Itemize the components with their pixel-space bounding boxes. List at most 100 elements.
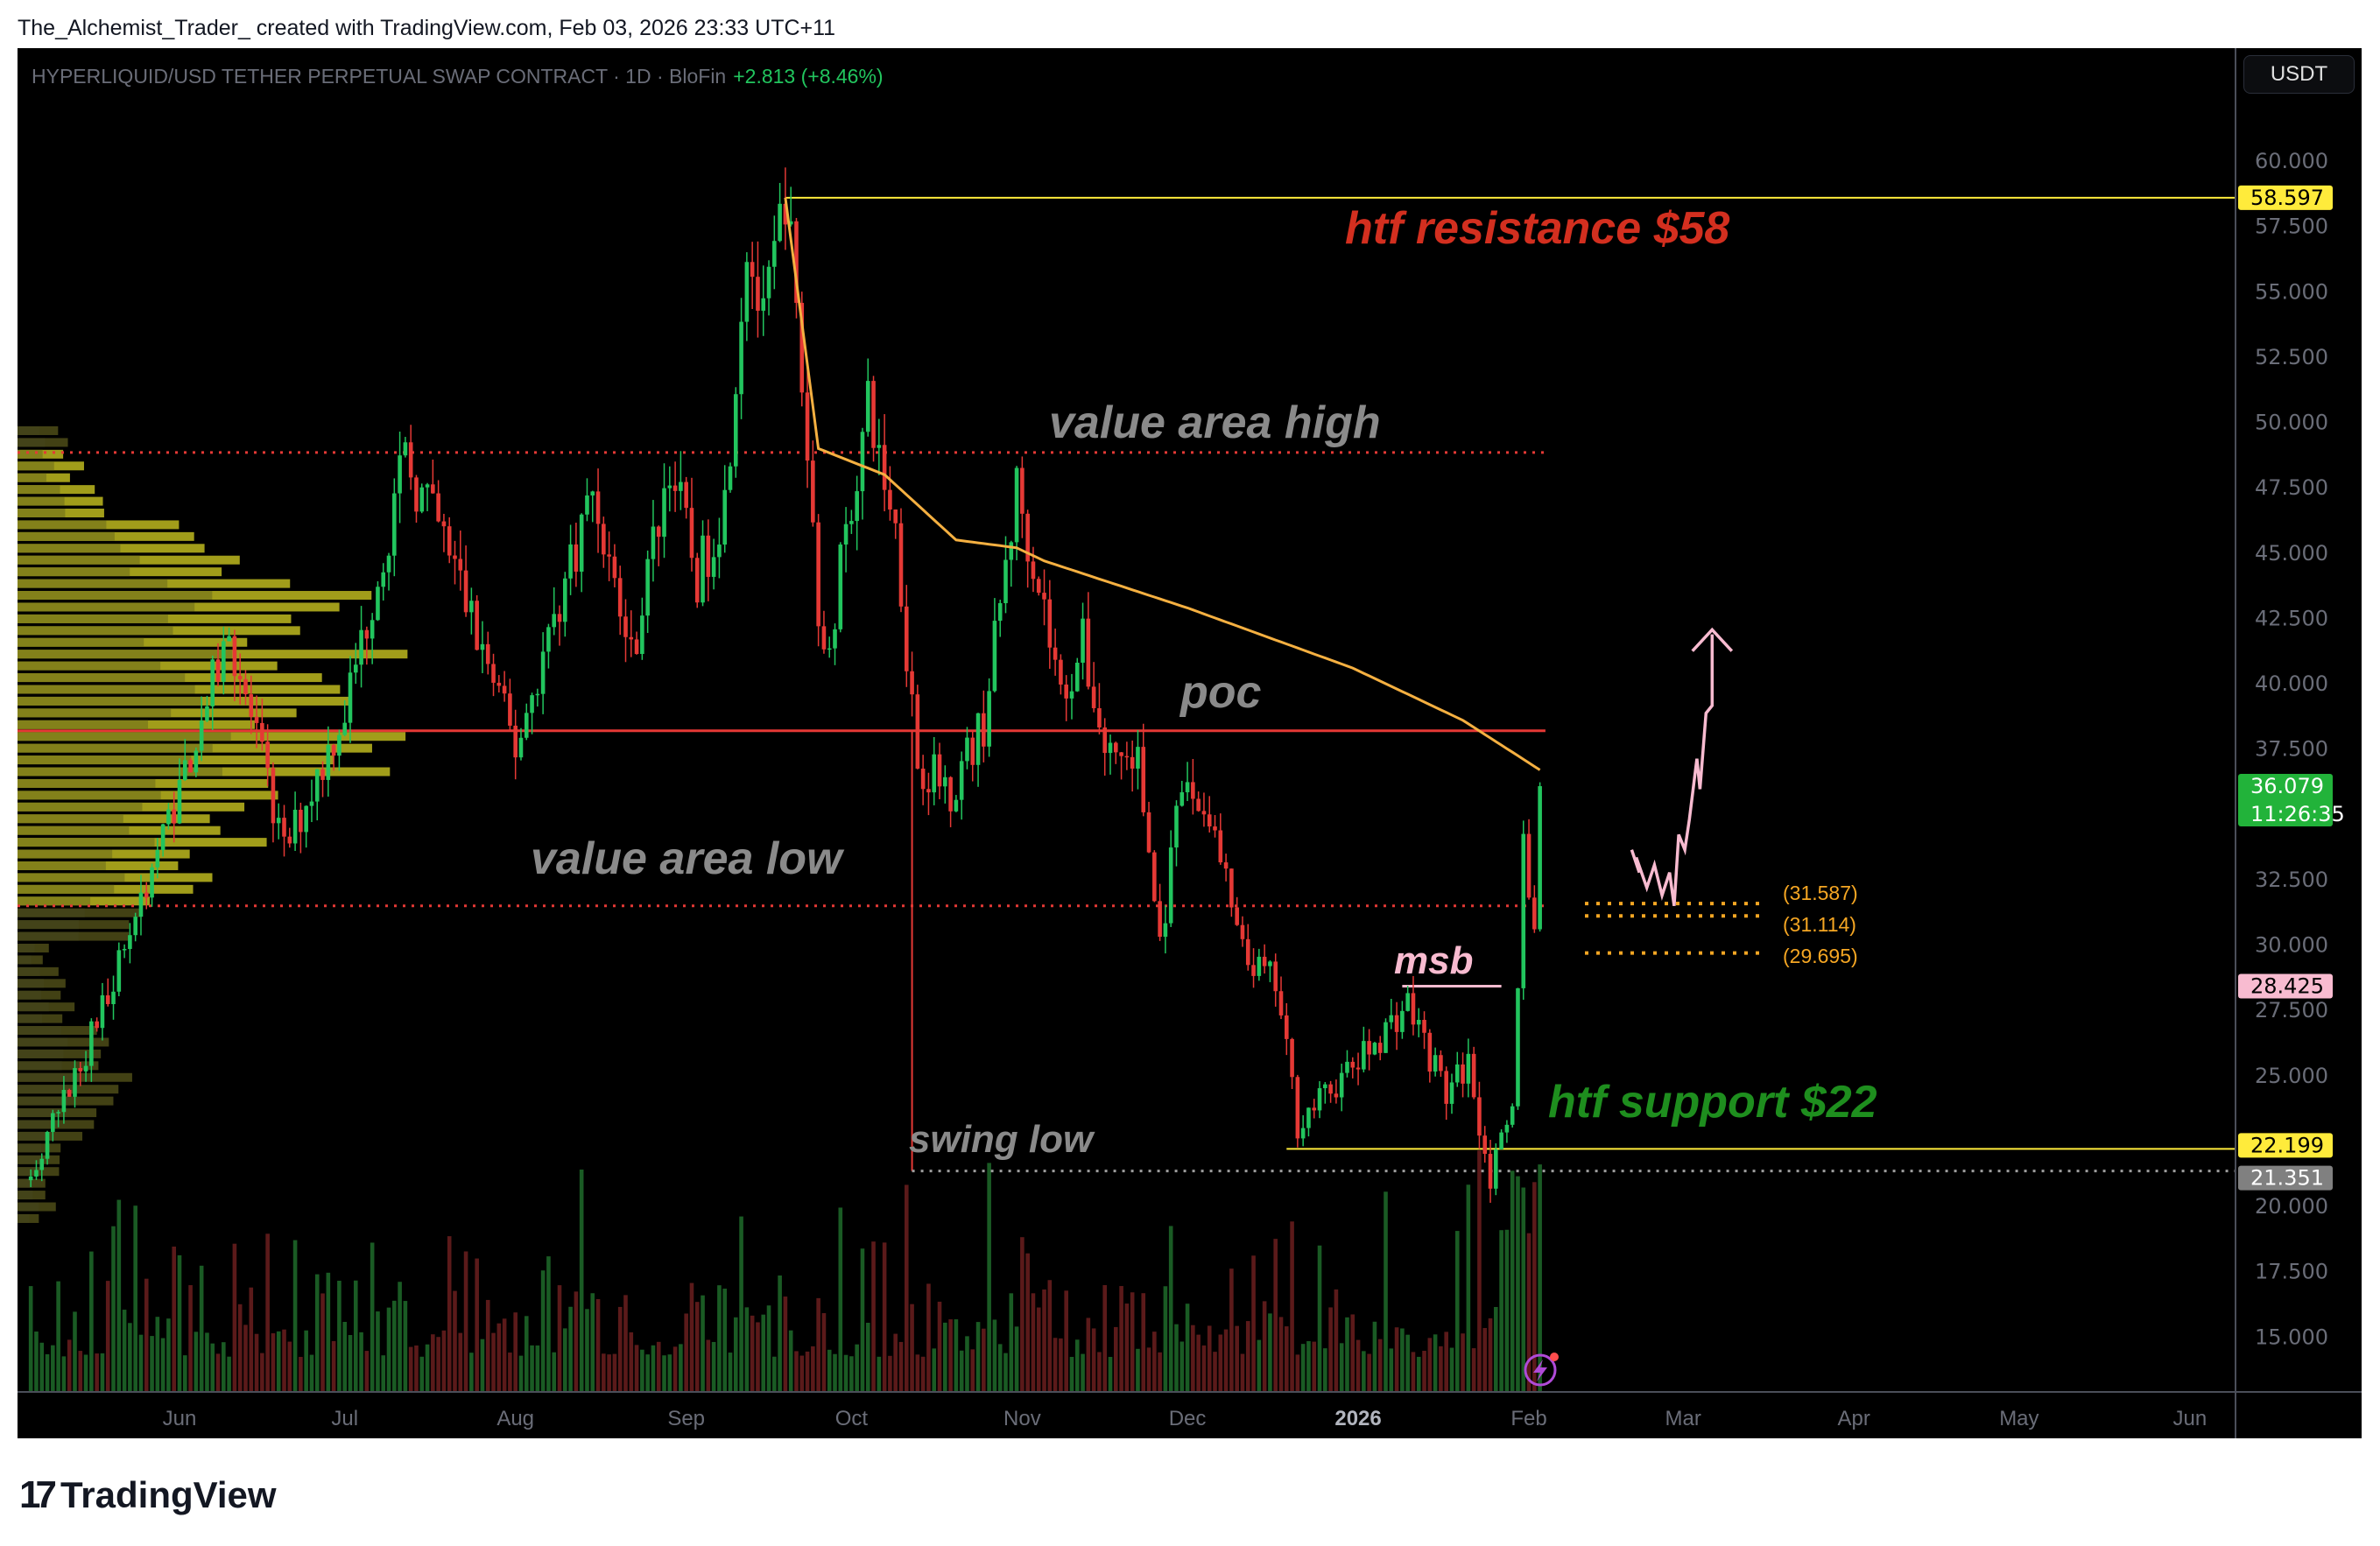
volume-bar	[359, 1332, 363, 1392]
candle-body	[888, 489, 892, 510]
candle-body	[34, 1170, 39, 1177]
candle-body	[865, 381, 870, 432]
candle-body	[299, 810, 303, 833]
candle-body	[816, 522, 820, 627]
volume-bar	[1257, 1339, 1262, 1392]
volume-bar	[205, 1332, 209, 1392]
volume-bar	[342, 1321, 347, 1392]
volume-bar	[855, 1344, 859, 1392]
time-tick: Oct	[835, 1407, 869, 1430]
candle-body	[656, 526, 661, 538]
volume-bar	[95, 1353, 99, 1392]
candle-body	[965, 737, 969, 762]
volume-bar	[453, 1290, 457, 1392]
candle-body	[172, 809, 177, 824]
volume-bar	[1064, 1290, 1068, 1392]
volume-bar	[965, 1336, 969, 1392]
candle-body	[447, 526, 452, 556]
annotation-swing-low: swing low	[909, 1118, 1095, 1161]
volume-bar	[1091, 1328, 1096, 1392]
volume-bar	[744, 1307, 750, 1392]
lightning-icon[interactable]	[1524, 1353, 1559, 1387]
candle-body	[1300, 1128, 1306, 1139]
tradingview-logo[interactable]: 17 TradingView	[19, 1473, 277, 1517]
volume-bar	[607, 1354, 611, 1392]
volume-bar	[370, 1242, 375, 1392]
price-tick: 32.500	[2255, 868, 2328, 892]
resistance-price-tag: 58.597	[2250, 186, 2324, 210]
candle-body	[1053, 647, 1058, 660]
time-tick: Jun	[2172, 1407, 2207, 1430]
volume-profile-bin-core	[18, 755, 192, 765]
candle-body	[1405, 993, 1410, 1011]
candle-body	[623, 616, 628, 637]
volume-bar	[1031, 1293, 1036, 1392]
volume-profile-bin-core	[18, 990, 42, 1000]
volume-bar	[105, 1281, 110, 1392]
time-axis[interactable]: Jun Jul Aug Sep Oct Nov Dec 2026 Feb Mar Apr May Jun	[163, 1407, 2207, 1430]
volume-bar	[865, 1323, 870, 1392]
volume-bar	[1273, 1239, 1278, 1392]
volume-bar	[1025, 1253, 1030, 1392]
moving-average-line	[784, 197, 1541, 771]
volume-bar	[1251, 1255, 1256, 1392]
candle-body	[744, 262, 750, 322]
volume-bar	[210, 1343, 215, 1392]
candle-body	[1262, 956, 1267, 966]
volume-bar	[320, 1293, 325, 1392]
currency-button[interactable]: USDT	[2243, 55, 2355, 94]
candle-body	[1091, 686, 1096, 708]
volume-bars	[28, 1150, 1542, 1392]
volume-bar	[138, 1334, 144, 1392]
candle-body	[1136, 747, 1140, 769]
candle-body	[496, 682, 502, 686]
msb-price-tag: 28.425	[2250, 974, 2324, 999]
candle-body	[672, 485, 678, 491]
candle-body	[706, 535, 711, 577]
candle-body	[821, 626, 827, 650]
volume-bar	[155, 1317, 160, 1392]
volume-bar	[937, 1301, 942, 1392]
candle-body	[992, 621, 997, 692]
candle-body	[1146, 812, 1151, 853]
last-price-tag-bg	[2238, 774, 2333, 827]
volume-bar	[376, 1311, 380, 1392]
candle-body	[1427, 1032, 1433, 1072]
candle-body	[28, 1176, 33, 1181]
volume-profile-bin-core	[18, 555, 140, 565]
candle-body	[607, 554, 611, 557]
volume-bar	[788, 1330, 793, 1392]
volume-profile-bin-core	[18, 1213, 30, 1223]
candle-body	[1097, 707, 1102, 727]
volume-profile-bin-core	[18, 1026, 61, 1036]
volume-bar	[1345, 1317, 1349, 1392]
candle-body	[138, 892, 144, 917]
annotation-value-area-low: value area low	[531, 833, 845, 884]
candle-body	[1064, 684, 1068, 699]
candle-body	[524, 713, 529, 738]
candle-body	[590, 491, 595, 495]
volume-bar	[1384, 1191, 1388, 1392]
candle-body	[133, 917, 137, 936]
logo-text: TradingView	[60, 1474, 277, 1515]
volume-bar	[1471, 1348, 1476, 1392]
candle-body	[1355, 1067, 1361, 1070]
volume-bar	[1152, 1332, 1157, 1392]
volume-bar	[590, 1293, 595, 1392]
candle-body	[1114, 742, 1118, 753]
price-axis[interactable]: 60.000 57.500 55.000 52.500 50.000 47.500 45.0…	[2255, 149, 2328, 1349]
chart-panel[interactable]	[18, 48, 2362, 1438]
volume-bar	[1466, 1184, 1471, 1392]
candle-body	[1339, 1072, 1344, 1098]
volume-profile-bin-core	[18, 966, 40, 976]
volume-bar	[292, 1240, 298, 1392]
volume-bar	[188, 1285, 193, 1392]
candle-body	[364, 629, 370, 639]
candle-body	[788, 221, 793, 225]
volume-bar	[1306, 1341, 1311, 1392]
volume-bar	[602, 1353, 606, 1392]
volume-bar	[491, 1332, 496, 1392]
volume-bar	[656, 1341, 661, 1392]
price-tick: 60.000	[2255, 149, 2328, 173]
